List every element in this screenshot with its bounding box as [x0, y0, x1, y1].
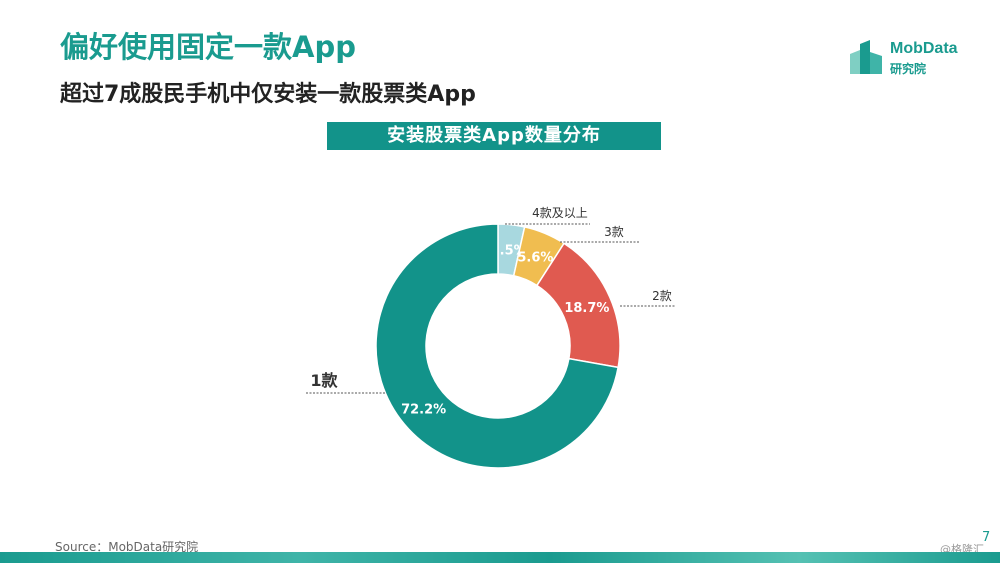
slice-value-label: 72.2%	[401, 402, 446, 417]
logo-name: MobData	[890, 40, 958, 57]
page-number: 7	[982, 530, 991, 545]
slice-value-label: 18.7%	[564, 301, 609, 316]
footer-bar	[0, 552, 1000, 563]
donut-slice	[375, 223, 619, 469]
slice-category-label: 1款	[310, 371, 338, 390]
page-title: 偏好使用固定一款App	[60, 30, 356, 64]
slice-category-label: 4款及以上	[532, 206, 588, 220]
page-subtitle: 超过7成股民手机中仅安装一款股票类App	[60, 82, 476, 107]
logo-subtitle: 研究院	[890, 62, 927, 76]
mobdata-logo: MobData 研究院	[848, 40, 978, 80]
chart-title: 安装股票类App数量分布	[327, 122, 661, 150]
slice-category-label: 3款	[604, 225, 624, 239]
building-logo-icon	[850, 40, 882, 74]
slice-category-label: 2款	[652, 289, 672, 303]
slice-value-label: 5.6%	[517, 251, 553, 266]
source-note: Source：MobData研究院	[55, 540, 199, 554]
